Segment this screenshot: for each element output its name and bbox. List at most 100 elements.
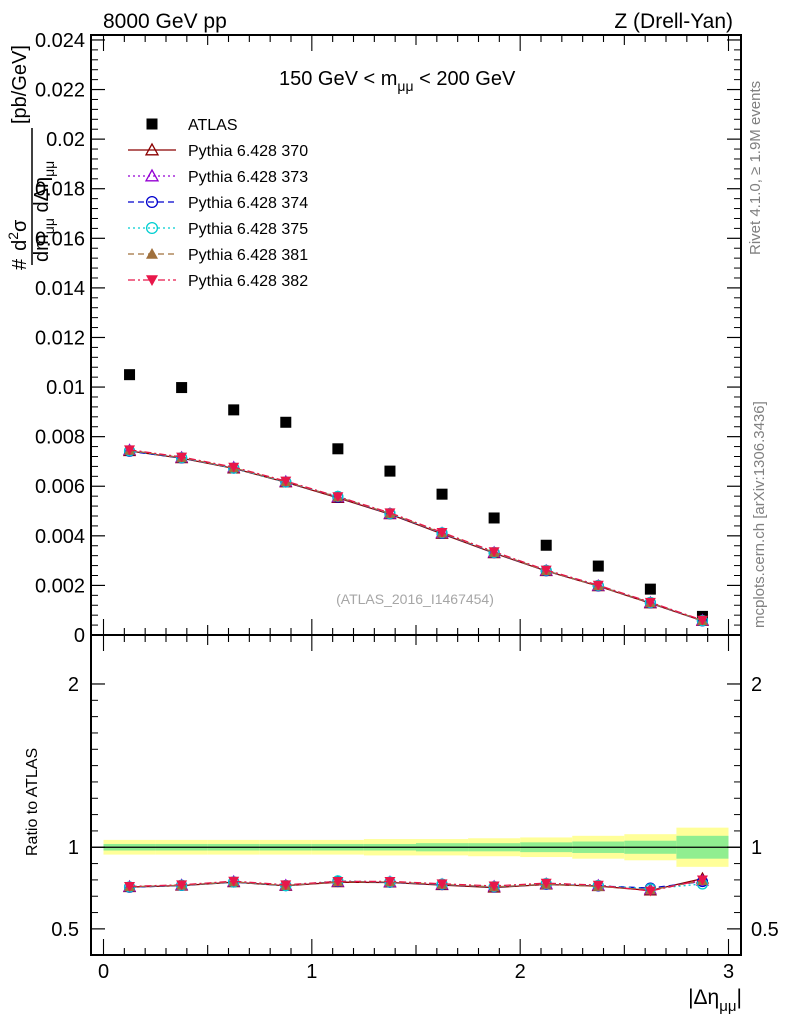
data-point bbox=[280, 416, 292, 428]
legend-entry: Pythia 6.428 370 bbox=[128, 142, 308, 160]
ratio-point bbox=[228, 876, 240, 887]
legend-entry: Pythia 6.428 382 bbox=[128, 273, 308, 290]
ratio-series-pythia-6-428-374 bbox=[123, 875, 709, 894]
ratio-point bbox=[332, 876, 344, 887]
data-point bbox=[280, 476, 292, 487]
ratio-uncertainty-bands bbox=[91, 827, 741, 867]
ratio-ylabel: Ratio to ATLAS bbox=[24, 748, 41, 856]
data-point bbox=[124, 369, 136, 381]
main-ylabel-numerator: #d2σ bbox=[5, 219, 31, 270]
data-point bbox=[540, 539, 552, 551]
legend-marker bbox=[146, 248, 158, 259]
ratio-point bbox=[540, 878, 552, 889]
cut-annotation: 150 GeV < mμμ < 200 GeV bbox=[279, 68, 516, 94]
cut-suffix: < 200 GeV bbox=[414, 68, 516, 90]
ratio-series-layer bbox=[122, 871, 710, 897]
legend-label: Pythia 6.428 382 bbox=[188, 273, 308, 290]
legend-marker bbox=[145, 221, 159, 235]
legend-marker bbox=[144, 142, 160, 156]
legend-label: ATLAS bbox=[188, 117, 238, 134]
ratio-point bbox=[124, 882, 136, 892]
main-ylabel-denominator: dmμμ dΔημμ bbox=[31, 161, 57, 262]
main-ytick-label: 0.014 bbox=[35, 278, 85, 300]
cut-sub: μμ bbox=[397, 78, 413, 94]
ratio-plot-frame bbox=[90, 634, 742, 956]
main-ytick-label: 0.012 bbox=[35, 327, 85, 349]
main-ytick-label: 0.006 bbox=[35, 476, 85, 498]
ratio-series-pythia-6-428-381 bbox=[124, 875, 708, 895]
data-point bbox=[228, 404, 240, 416]
legend-entry: ATLAS bbox=[146, 117, 238, 134]
data-point bbox=[436, 527, 448, 538]
xtick-label: 3 bbox=[723, 961, 734, 983]
ratio-point bbox=[436, 879, 448, 890]
legend-label: Pythia 6.428 373 bbox=[188, 169, 308, 186]
ratio-point bbox=[644, 886, 656, 897]
series-pythia-6-428-382 bbox=[124, 445, 708, 626]
header-right: Z (Drell-Yan) bbox=[614, 10, 733, 33]
main-ytick-label: 0 bbox=[74, 625, 85, 647]
legend-label: Pythia 6.428 375 bbox=[188, 221, 308, 238]
ratio-point bbox=[488, 881, 500, 892]
data-point bbox=[436, 488, 448, 500]
data-point bbox=[592, 560, 604, 572]
data-point bbox=[332, 492, 344, 503]
data-point bbox=[228, 462, 240, 473]
legend-label: Pythia 6.428 374 bbox=[188, 195, 308, 212]
data-point bbox=[488, 512, 500, 524]
main-ytick-label: 0.02 bbox=[46, 129, 85, 151]
data-point bbox=[540, 565, 552, 576]
main-ytick-label: 0.024 bbox=[35, 30, 85, 52]
data-point bbox=[176, 382, 188, 394]
main-ytick-label: 0.004 bbox=[35, 526, 85, 548]
data-point bbox=[592, 580, 604, 591]
legend-marker bbox=[145, 195, 159, 209]
series-atlas bbox=[124, 369, 708, 622]
legend-entry: Pythia 6.428 374 bbox=[128, 195, 308, 212]
ratio-point bbox=[384, 876, 396, 887]
ratio-point bbox=[696, 875, 708, 886]
data-point bbox=[332, 443, 344, 455]
series-line bbox=[129, 449, 703, 621]
legend-label: Pythia 6.428 370 bbox=[188, 143, 308, 160]
ratio-ytick-label-right: 2 bbox=[751, 674, 762, 696]
x-axis-label: |Δημμ| bbox=[688, 986, 742, 1015]
ratio-line bbox=[129, 879, 703, 892]
data-point bbox=[644, 597, 656, 608]
ratio-ytick-label: 0.5 bbox=[51, 919, 79, 941]
legend-entry: Pythia 6.428 375 bbox=[128, 221, 308, 238]
rivet-label: Rivet 4.1.0, ≥ 1.9M events bbox=[747, 81, 764, 255]
ratio-ytick-label: 2 bbox=[68, 674, 79, 696]
legend-entry: Pythia 6.428 373 bbox=[128, 168, 308, 186]
ratio-series-pythia-6-428-375 bbox=[123, 875, 709, 895]
ratio-line bbox=[129, 877, 703, 892]
ratio-series-pythia-6-428-382 bbox=[124, 875, 708, 897]
data-point bbox=[176, 452, 188, 463]
ratio-point bbox=[280, 880, 292, 891]
data-point bbox=[488, 547, 500, 558]
data-point bbox=[124, 445, 136, 456]
ratio-point bbox=[592, 880, 604, 891]
xtick-label: 1 bbox=[306, 961, 317, 983]
main-ytick-label: 0.018 bbox=[35, 179, 85, 201]
header-left: 8000 GeV pp bbox=[103, 10, 227, 33]
legend-entry: Pythia 6.428 381 bbox=[128, 247, 308, 264]
main-series-layer bbox=[122, 369, 710, 627]
data-point bbox=[696, 615, 708, 626]
legend: ATLAS Pythia 6.428 370 Pythia 6.428 373 Pyt… bbox=[128, 117, 308, 290]
data-point bbox=[384, 465, 396, 477]
data-point bbox=[644, 583, 656, 595]
legend-marker bbox=[146, 118, 158, 130]
ratio-point bbox=[176, 880, 188, 891]
xtick-label: 0 bbox=[98, 961, 109, 983]
analysis-watermark: (ATLAS_2016_I1467454) bbox=[336, 591, 494, 607]
mcplots-label: mcplots.cern.ch [arXiv:1306.3436] bbox=[751, 401, 768, 628]
data-point bbox=[384, 508, 396, 519]
main-ytick-label: 0.002 bbox=[35, 575, 85, 597]
legend-marker bbox=[144, 168, 160, 182]
main-ylabel: #d2σ dmμμ dΔημμ [pb/GeV] bbox=[5, 45, 57, 270]
main-ytick-label: 0.016 bbox=[35, 228, 85, 250]
xtick-label: 2 bbox=[515, 961, 526, 983]
ratio-ytick-label: 1 bbox=[68, 837, 79, 859]
